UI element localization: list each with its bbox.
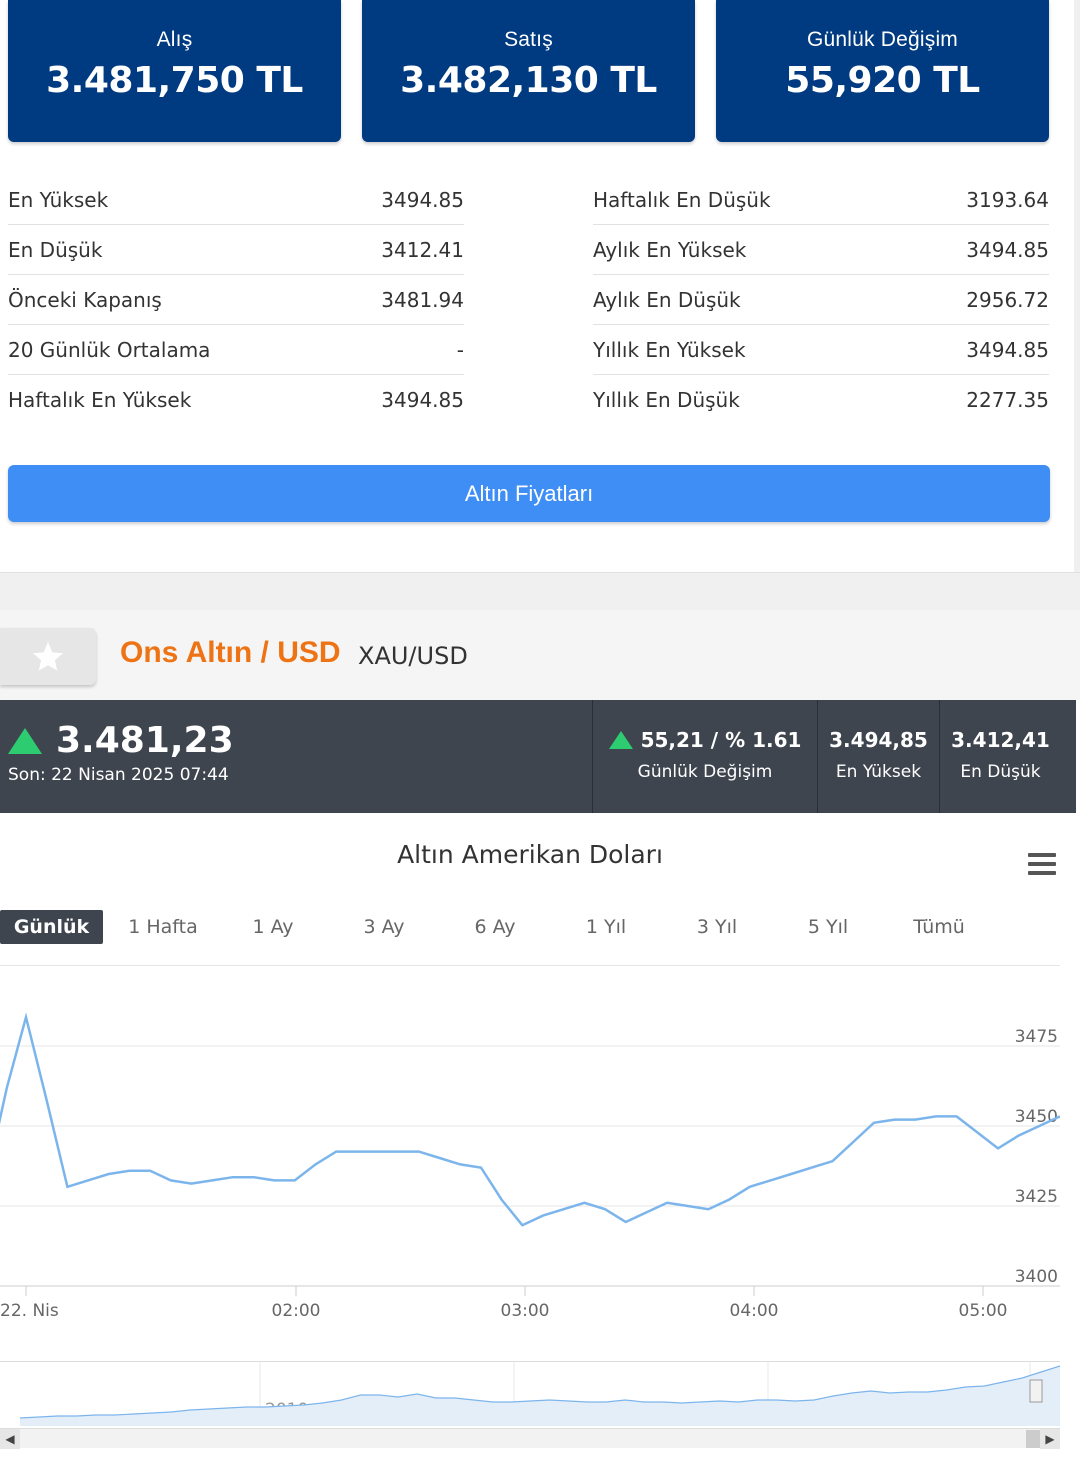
range-3-months[interactable]: 3 Ay bbox=[363, 916, 405, 938]
range-1-week[interactable]: 1 Hafta bbox=[128, 916, 198, 938]
stat-label: 20 Günlük Ortalama bbox=[8, 337, 211, 362]
range-1-year[interactable]: 1 Yıl bbox=[585, 916, 627, 938]
navigator-handle bbox=[1029, 1379, 1043, 1403]
stat-row: En Yüksek 3494.85 bbox=[8, 175, 464, 225]
stat-value: - bbox=[456, 337, 464, 362]
low-value: 3.412,41 bbox=[951, 728, 1050, 752]
stat-value: 3494.85 bbox=[381, 187, 464, 212]
last-update: Son: 22 Nisan 2025 07:44 bbox=[8, 765, 229, 785]
instrument-name: Ons Altın / USD bbox=[120, 636, 341, 669]
buy-card: Alış 3.481,750 TL bbox=[8, 0, 341, 142]
price-line bbox=[0, 1012, 1060, 1227]
navigator-scrollbar[interactable]: ◀ ▶ bbox=[0, 1428, 1060, 1449]
low-label: En Düşük bbox=[960, 762, 1041, 782]
x-tick-label: 03:00 bbox=[501, 1301, 550, 1321]
stat-row: Önceki Kapanış 3481.94 bbox=[8, 275, 464, 325]
daily-change-value: 55,920 TL bbox=[785, 60, 980, 101]
sell-card: Satış 3.482,130 TL bbox=[362, 0, 695, 142]
stat-value: 2277.35 bbox=[966, 388, 1049, 412]
high-value: 3.494,85 bbox=[829, 728, 928, 752]
gold-prices-button[interactable]: Altın Fiyatları bbox=[8, 465, 1050, 522]
stat-value: 3481.94 bbox=[381, 287, 464, 312]
stat-value: 3494.85 bbox=[381, 388, 464, 412]
sell-label: Satış bbox=[504, 28, 553, 51]
chart-title: Altın Amerikan Doları bbox=[397, 840, 663, 869]
daily-change-label: Günlük Değişim bbox=[806, 28, 959, 51]
stat-label: En Yüksek bbox=[8, 187, 109, 212]
scroll-thumb[interactable] bbox=[1026, 1430, 1040, 1448]
stats-left: En Yüksek 3494.85 En Düşük 3412.41 Önceki … bbox=[8, 175, 464, 425]
range-divider bbox=[0, 965, 1060, 966]
section-separator bbox=[0, 572, 1080, 610]
stat-row: Aylık En Düşük 2956.72 bbox=[593, 275, 1049, 325]
daily-change-card: Günlük Değişim 55,920 TL bbox=[716, 0, 1049, 142]
low-cell: 3.412,41 En Düşük bbox=[939, 700, 1061, 813]
range-daily[interactable]: Günlük bbox=[0, 910, 103, 944]
sell-value: 3.482,130 TL bbox=[400, 60, 657, 101]
stat-label: Yıllık En Düşük bbox=[593, 388, 740, 412]
stat-label: Yıllık En Yüksek bbox=[593, 337, 746, 362]
up-arrow-icon bbox=[8, 727, 42, 754]
price-chart: 3400 3425 3450 3475 22. Nis 02:00 03:00 04:00 05… bbox=[0, 1012, 1060, 1426]
stat-label: Aylık En Yüksek bbox=[593, 237, 747, 262]
x-tick-label: 02:00 bbox=[272, 1301, 321, 1321]
chart-menu-icon[interactable] bbox=[1028, 853, 1056, 875]
x-tick-label: 05:00 bbox=[959, 1301, 1008, 1321]
stat-value: 3494.85 bbox=[966, 237, 1049, 262]
range-5-years[interactable]: 5 Yıl bbox=[807, 916, 849, 938]
page-edge bbox=[1074, 0, 1080, 572]
stat-value: 3193.64 bbox=[966, 187, 1049, 212]
daily-change-row: 55,21 / % 1.61 bbox=[593, 728, 817, 752]
range-all[interactable]: Tümü bbox=[913, 916, 965, 938]
range-selector: Günlük 1 Hafta 1 Ay 3 Ay 6 Ay 1 Yıl 3 Yı… bbox=[0, 910, 1060, 946]
stat-label: Önceki Kapanış bbox=[8, 287, 162, 312]
instrument-code: XAU/USD bbox=[358, 642, 468, 670]
range-1-month[interactable]: 1 Ay bbox=[252, 916, 294, 938]
high-label: En Yüksek bbox=[835, 762, 922, 782]
range-3-years[interactable]: 3 Yıl bbox=[696, 916, 738, 938]
stat-label: Haftalık En Düşük bbox=[593, 187, 771, 212]
x-tick-label: 22. Nis bbox=[0, 1301, 59, 1321]
buy-label: Alış bbox=[156, 28, 193, 51]
daily-change-label: Günlük Değişim bbox=[637, 762, 773, 782]
instrument-info-bar: 3.481,23 Son: 22 Nisan 2025 07:44 55,21 … bbox=[0, 700, 1076, 813]
buy-value: 3.481,750 TL bbox=[46, 60, 303, 101]
price-cards: Alış 3.481,750 TL Satış 3.482,130 TL Gün… bbox=[0, 0, 1080, 145]
star-icon bbox=[33, 641, 63, 671]
y-tick-label: 3400 bbox=[1015, 1267, 1058, 1287]
current-price-value: 3.481,23 bbox=[56, 720, 234, 761]
stat-row: Haftalık En Yüksek 3494.85 bbox=[8, 375, 464, 425]
current-price: 3.481,23 bbox=[8, 720, 234, 761]
high-cell: 3.494,85 En Yüksek bbox=[817, 700, 939, 813]
y-tick-label: 3475 bbox=[1015, 1027, 1058, 1047]
instrument-header: Ons Altın / USD XAU/USD bbox=[0, 610, 1080, 700]
daily-change-cell: 55,21 / % 1.61 Günlük Değişim bbox=[592, 700, 817, 813]
stat-row: En Düşük 3412.41 bbox=[8, 225, 464, 275]
stats-right: Haftalık En Düşük 3193.64 Aylık En Yüksek… bbox=[593, 175, 1049, 425]
stat-label: Haftalık En Yüksek bbox=[8, 388, 192, 412]
scroll-right-icon[interactable]: ▶ bbox=[1040, 1429, 1060, 1449]
up-arrow-icon bbox=[608, 731, 633, 749]
daily-change-value: 55,21 / % 1.61 bbox=[640, 728, 802, 752]
stat-row: Haftalık En Düşük 3193.64 bbox=[593, 175, 1049, 225]
x-tick-label: 04:00 bbox=[730, 1301, 779, 1321]
stat-row: Aylık En Yüksek 3494.85 bbox=[593, 225, 1049, 275]
stat-row: Yıllık En Düşük 2277.35 bbox=[593, 375, 1049, 425]
navigator-line bbox=[19, 1365, 1060, 1419]
stat-value: 3412.41 bbox=[381, 237, 464, 262]
stat-label: En Düşük bbox=[8, 237, 103, 262]
y-tick-label: 3450 bbox=[1015, 1107, 1058, 1127]
stat-row: 20 Günlük Ortalama - bbox=[8, 325, 464, 375]
scroll-left-icon[interactable]: ◀ bbox=[0, 1429, 20, 1449]
stat-label: Aylık En Düşük bbox=[593, 287, 741, 312]
y-tick-label: 3425 bbox=[1015, 1187, 1058, 1207]
range-6-months[interactable]: 6 Ay bbox=[474, 916, 516, 938]
stat-row: Yıllık En Yüksek 3494.85 bbox=[593, 325, 1049, 375]
stat-value: 2956.72 bbox=[966, 287, 1049, 312]
navigator-area bbox=[20, 1366, 1060, 1426]
favorite-button[interactable] bbox=[0, 628, 96, 685]
stat-value: 3494.85 bbox=[966, 337, 1049, 362]
